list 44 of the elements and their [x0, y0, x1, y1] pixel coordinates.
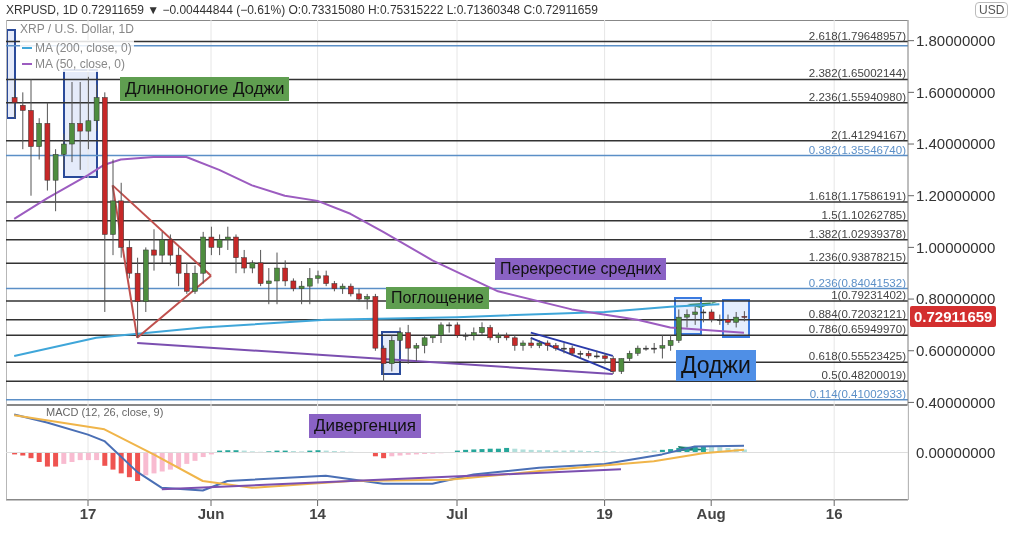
- x-tick-label: 14: [309, 504, 327, 522]
- ref-line-label: 0.786(0.65949970): [808, 323, 907, 336]
- y-tick-label: 0.40000000: [916, 393, 996, 411]
- ref-line-label: 2.382(1.65002144): [808, 67, 907, 80]
- y-tick-label: 0.80000000: [916, 290, 996, 308]
- x-tick-label: 16: [825, 504, 843, 522]
- legend-label: MA (200, close, 0): [20, 40, 134, 56]
- ref-line-label: 1.236(0.93878215): [808, 251, 907, 264]
- text: USD: [975, 2, 1009, 18]
- annotation: Длинноногие Доджи: [120, 77, 290, 101]
- x-tick-label: 19: [596, 504, 613, 522]
- chart-subtitle: XRP / U.S. Dollar, 1D: [20, 22, 134, 36]
- ref-line-label: 0.884(0.72032121): [808, 307, 907, 320]
- ref-line-label: 2.618(1.79648957): [808, 29, 907, 42]
- annotation: Дивергенция: [309, 414, 421, 438]
- ref-line-label: 1(0.79231402): [831, 289, 907, 302]
- ref-line-label: 0.618(0.55523425): [808, 350, 907, 363]
- y-tick-label: 1.20000000: [916, 187, 996, 205]
- legend-label: MA (50, close, 0): [20, 56, 134, 72]
- annotation: Доджи: [676, 350, 756, 381]
- x-tick-label: Jul: [446, 504, 468, 522]
- ref-line-label: 1.5(1.10262785): [821, 208, 907, 221]
- annotation: Перекрестие средних: [495, 258, 667, 280]
- y-tick-label: 0.60000000: [916, 342, 996, 360]
- text: 0.72911659: [910, 306, 997, 328]
- ref-line-label: 0.5(0.48200019): [821, 369, 907, 382]
- text: 0.00000000: [916, 443, 996, 461]
- y-tick-label: 1.60000000: [916, 83, 996, 101]
- x-tick-label: Aug: [696, 504, 726, 522]
- ref-line-label: 1.382(1.02939378): [808, 227, 907, 240]
- y-tick-label: 1.40000000: [916, 135, 996, 153]
- ref-line-label: 0.114(0.41002933): [809, 387, 907, 400]
- ref-line-label: 1.618(1.17586191): [808, 189, 907, 202]
- y-tick-label: 1.80000000: [916, 32, 996, 49]
- y-tick-label: 1.00000000: [916, 238, 996, 256]
- ref-line-label: 2(1.41294167): [831, 128, 907, 141]
- ref-line-label: 0.236(0.84041532): [808, 276, 907, 289]
- x-tick-label: Jun: [197, 504, 225, 522]
- annotation: Поглощение: [386, 287, 489, 309]
- ref-line-label: 2.236(1.55940980): [808, 90, 907, 103]
- chart-title: MACD (12, 26, close, 9): [46, 406, 164, 418]
- chart-title: XRPUSD, 1D 0.72911659 ▼ −0.00444844 (−0.61%) O:0.73315080 H:0.75315222 L:0.71360348 C:0.72911659: [6, 3, 598, 17]
- ref-line-label: 0.382(1.35546740): [808, 143, 907, 156]
- x-tick-label: 17: [79, 504, 97, 522]
